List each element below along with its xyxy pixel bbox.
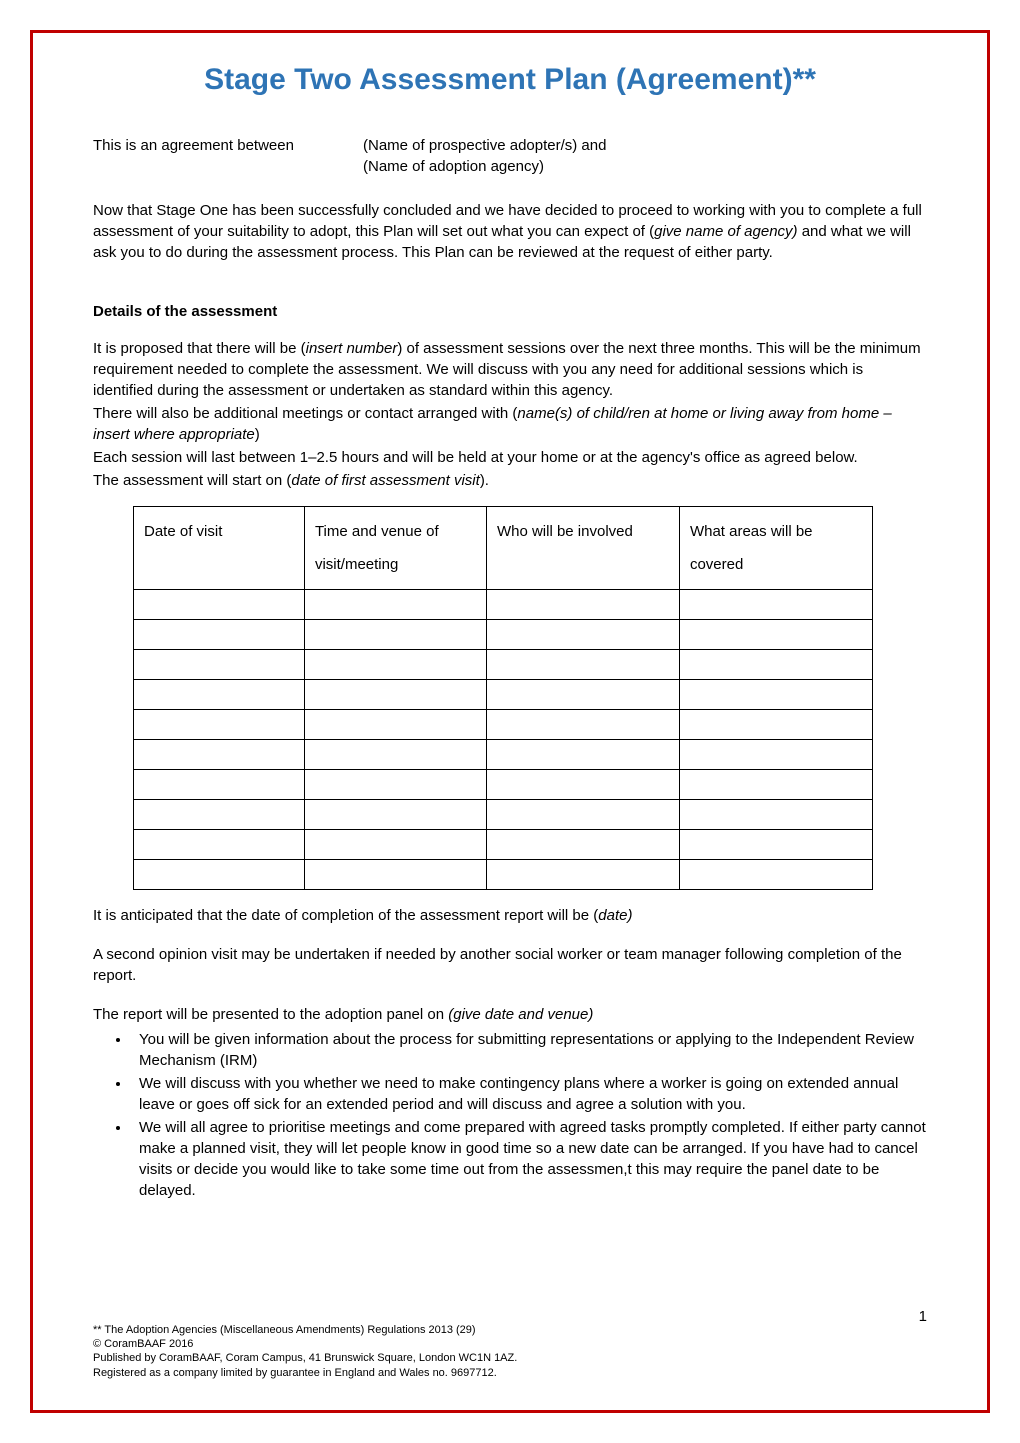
- agreement-line-1: This is an agreement between (Name of pr…: [93, 137, 927, 154]
- list-item: We will discuss with you whether we need…: [131, 1073, 927, 1115]
- footnote-registration: Registered as a company limited by guara…: [93, 1366, 927, 1380]
- agreement-line-2: (Name of adoption agency): [93, 158, 927, 175]
- table-row: [134, 650, 873, 680]
- footnote-copyright: © CoramBAAF 2016: [93, 1337, 927, 1351]
- details-heading: Details of the assessment: [93, 303, 927, 320]
- panel-date-paragraph: The report will be presented to the adop…: [93, 1004, 927, 1025]
- table-header-date: Date of visit: [134, 507, 305, 590]
- table-row: [134, 680, 873, 710]
- page: Stage Two Assessment Plan (Agreement)** …: [0, 0, 1020, 1443]
- second-opinion-paragraph: A second opinion visit may be undertaken…: [93, 944, 927, 986]
- document-title: Stage Two Assessment Plan (Agreement)**: [93, 63, 927, 97]
- agreement-intro-label: This is an agreement between: [93, 137, 363, 154]
- start-date-paragraph: The assessment will start on (date of fi…: [93, 470, 927, 491]
- table-row: [134, 740, 873, 770]
- agency-name-placeholder: (Name of adoption agency): [363, 158, 927, 175]
- footnote-publisher: Published by CoramBAAF, Coram Campus, 41…: [93, 1351, 927, 1365]
- completion-date-paragraph: It is anticipated that the date of compl…: [93, 905, 927, 926]
- table-header-areas: What areas will be covered: [679, 507, 872, 590]
- table-row: [134, 710, 873, 740]
- document-border: Stage Two Assessment Plan (Agreement)** …: [30, 30, 990, 1413]
- table-header-time-venue: Time and venue of visit/meeting: [304, 507, 486, 590]
- table-row: [134, 830, 873, 860]
- intro-paragraph: Now that Stage One has been successfully…: [93, 200, 927, 263]
- table-row: [134, 620, 873, 650]
- table-header-who: Who will be involved: [486, 507, 679, 590]
- list-item: We will all agree to prioritise meetings…: [131, 1117, 927, 1201]
- sessions-paragraph: It is proposed that there will be (inser…: [93, 338, 927, 401]
- footnote-regulation: ** The Adoption Agencies (Miscellaneous …: [93, 1323, 927, 1337]
- table-body: [134, 590, 873, 890]
- table-header-row: Date of visit Time and venue of visit/me…: [134, 507, 873, 590]
- table-row: [134, 860, 873, 890]
- table-row: [134, 590, 873, 620]
- adopter-name-placeholder: (Name of prospective adopter/s) and: [363, 137, 927, 154]
- session-duration-paragraph: Each session will last between 1–2.5 hou…: [93, 447, 927, 468]
- footer: 1 ** The Adoption Agencies (Miscellaneou…: [93, 1323, 927, 1380]
- additional-meetings-paragraph: There will also be additional meetings o…: [93, 403, 927, 445]
- page-number: 1: [919, 1308, 927, 1325]
- bullet-list: You will be given information about the …: [93, 1029, 927, 1201]
- table-row: [134, 800, 873, 830]
- table-row: [134, 770, 873, 800]
- schedule-table: Date of visit Time and venue of visit/me…: [133, 506, 873, 890]
- list-item: You will be given information about the …: [131, 1029, 927, 1071]
